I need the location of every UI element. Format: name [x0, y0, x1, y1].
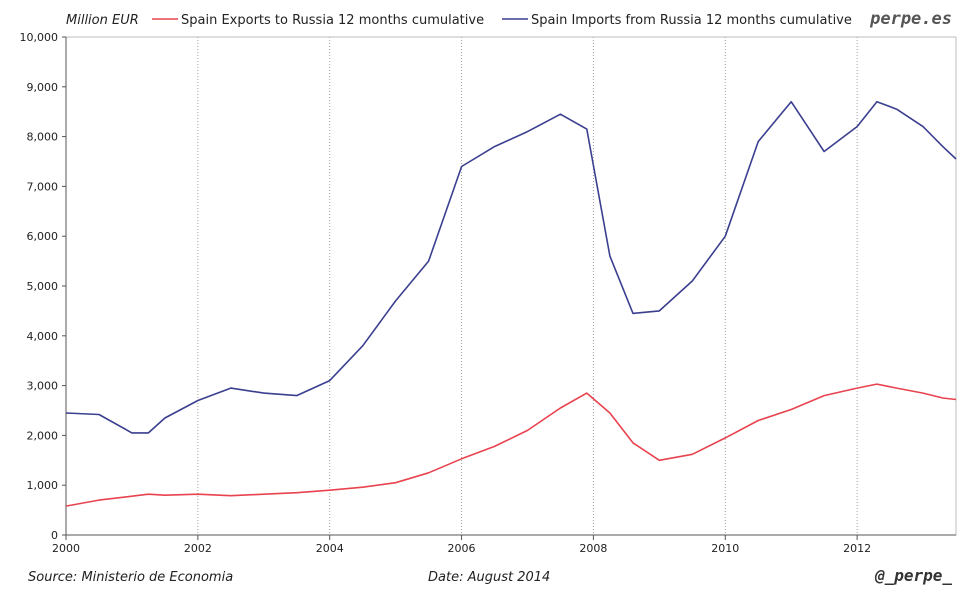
axes — [65, 36, 957, 536]
y-tick-label: 3,000 — [27, 380, 59, 393]
x-tick-label: 2008 — [579, 542, 607, 555]
x-tick-label: 2000 — [52, 542, 80, 555]
x-tick-label: 2010 — [711, 542, 739, 555]
date-note: Date: August 2014 — [428, 570, 550, 585]
series-line-imports — [65, 100, 957, 434]
source-note: Source: Ministerio de Economia — [28, 570, 233, 585]
brand-logo: perpe.es — [869, 9, 952, 29]
legend-label-imports: Spain Imports from Russia 12 months cumu… — [531, 13, 852, 28]
twitter-handle: @_perpe_ — [874, 566, 952, 585]
y-tick-label: 0 — [51, 529, 58, 542]
y-tick-label: 9,000 — [27, 81, 59, 94]
grid — [197, 37, 858, 535]
x-tick-label: 2002 — [184, 542, 212, 555]
y-axis-ticks: 0 1,000 2,000 3,000 4,000 5,000 6,000 7,000 8,00… — [20, 31, 66, 542]
series — [65, 100, 957, 507]
plot-frame — [65, 36, 957, 536]
y-tick-label: 8,000 — [27, 131, 59, 144]
y-tick-label: 1,000 — [27, 479, 59, 492]
y-tick-label: 2,000 — [27, 429, 59, 442]
x-tick-label: 2006 — [448, 542, 476, 555]
y-tick-label: 7,000 — [27, 180, 59, 193]
y-tick-label: 4,000 — [27, 330, 59, 343]
y-unit-label: Million EUR — [66, 13, 139, 28]
y-tick-label: 10,000 — [20, 31, 59, 44]
x-axis-ticks: 2000 2002 2004 2006 2008 2010 2012 — [52, 535, 871, 555]
legend-label-exports: Spain Exports to Russia 12 months cumula… — [181, 13, 484, 28]
series-line-exports — [65, 383, 957, 507]
y-tick-label: 6,000 — [27, 230, 59, 243]
x-tick-label: 2012 — [843, 542, 871, 555]
y-tick-label: 5,000 — [27, 280, 59, 293]
x-tick-label: 2004 — [316, 542, 344, 555]
